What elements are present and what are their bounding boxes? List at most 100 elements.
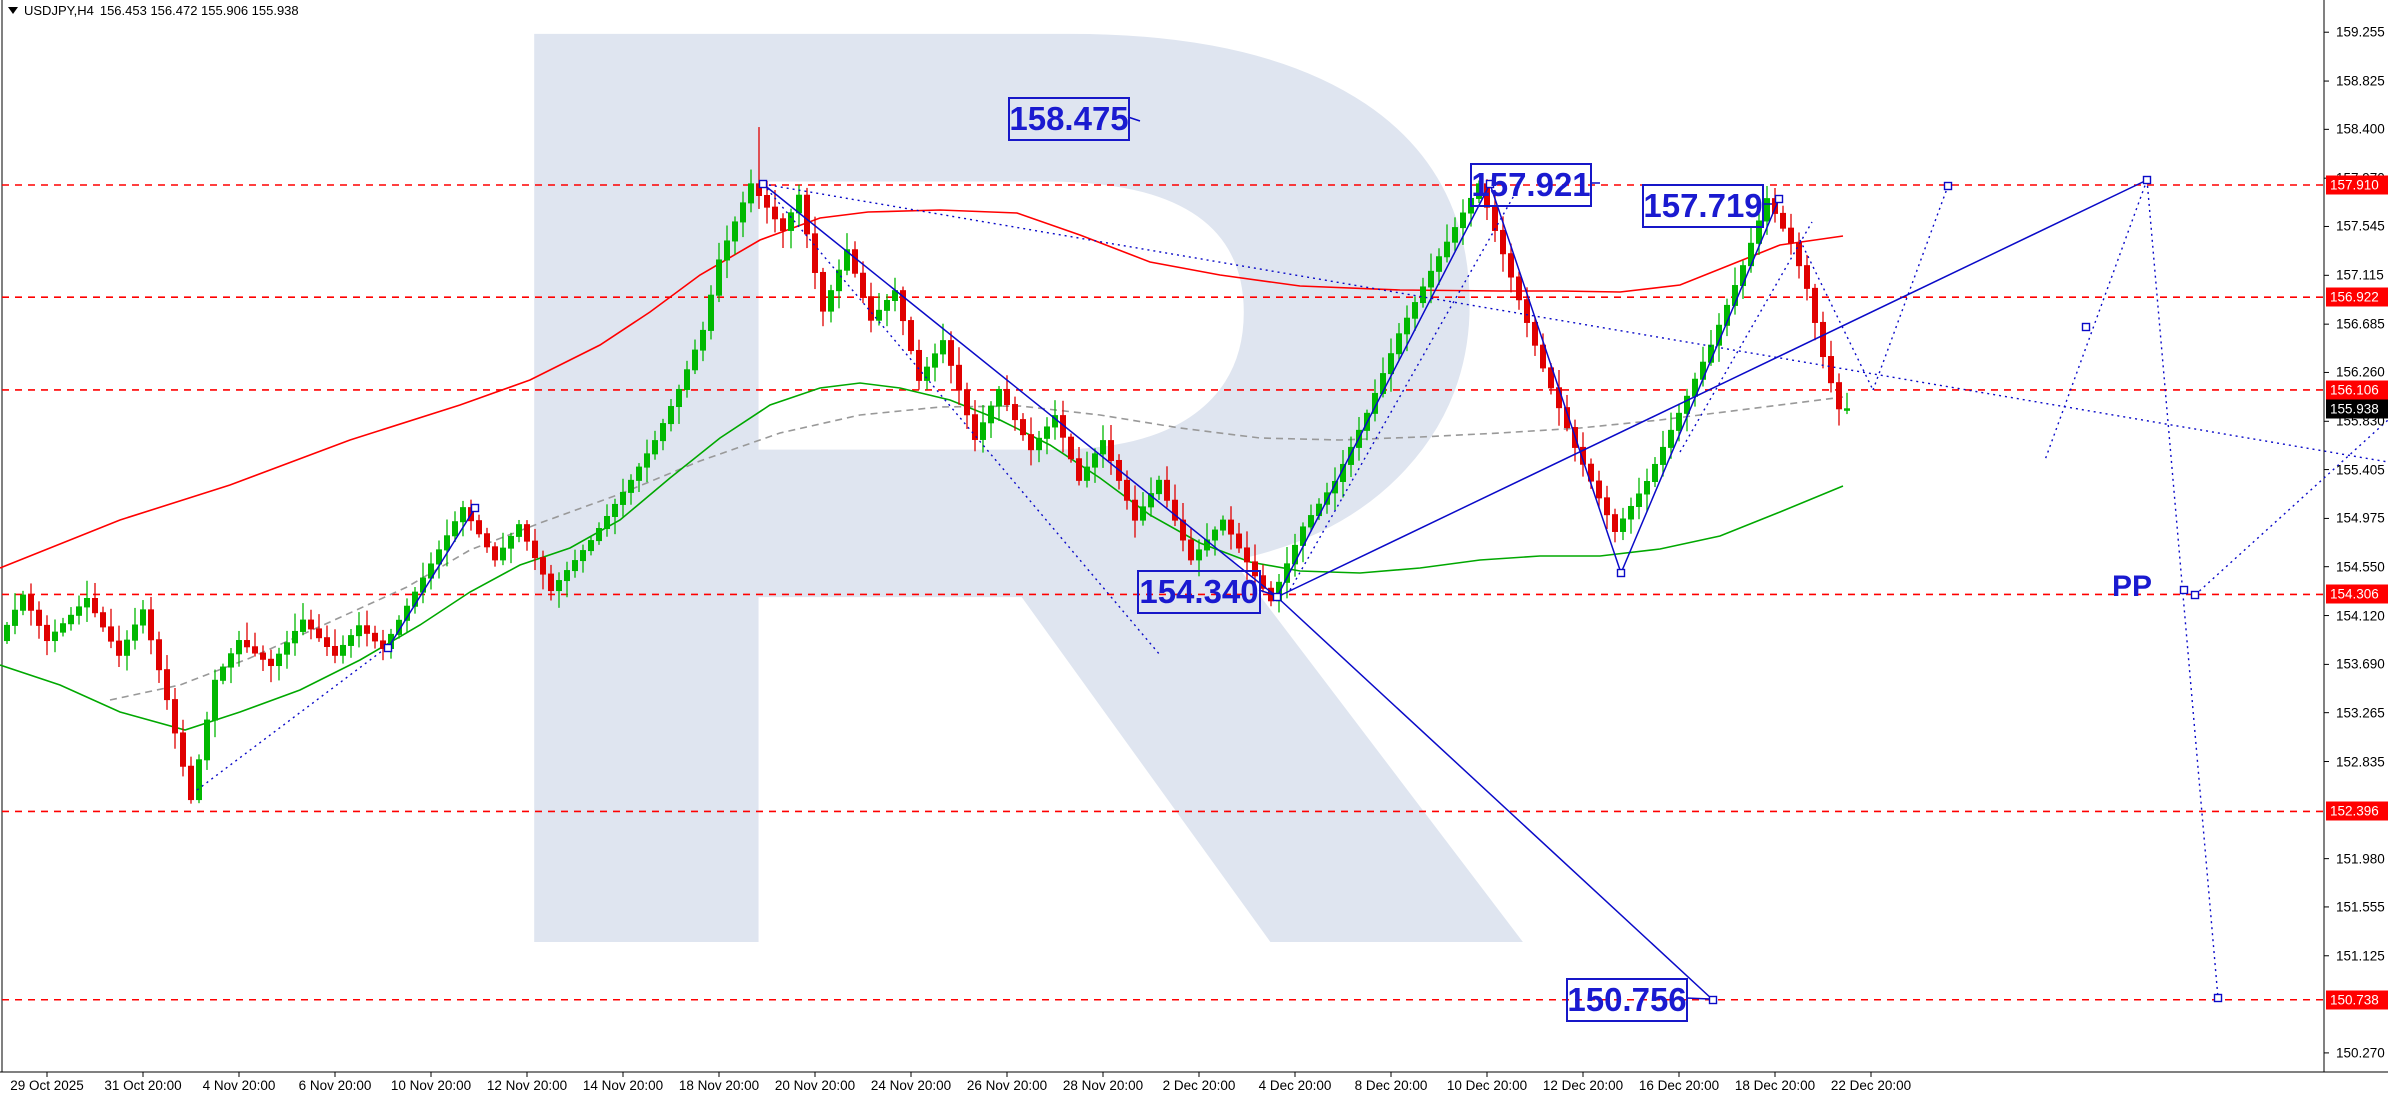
candle-body: [1348, 446, 1354, 465]
anchor-square-handle[interactable]: [470, 503, 480, 513]
candle-body: [948, 340, 954, 366]
level-price-tag: 152.396: [2326, 801, 2388, 821]
candle-body: [1012, 404, 1018, 421]
candle-body: [196, 759, 202, 801]
time-tick-label: 29 Oct 2025: [10, 1078, 84, 1093]
candle-body: [1404, 317, 1410, 335]
candle-body: [316, 628, 322, 639]
candle-body: [108, 626, 114, 642]
zigzag-trend-line[interactable]: [1489, 183, 1622, 574]
candle-body: [748, 183, 754, 204]
zigzag-trend-line[interactable]: [762, 183, 1278, 598]
projection-dotted-line[interactable]: [1679, 221, 1813, 453]
zigzag-trend-line[interactable]: [1276, 179, 2148, 598]
candle-body: [1636, 493, 1642, 507]
projection-dotted-line[interactable]: [762, 183, 1161, 656]
price-tick-label: 158.400: [2336, 121, 2385, 137]
candle-body: [1532, 321, 1538, 346]
anchor-square-handle[interactable]: [2179, 585, 2189, 595]
anchor-square-handle[interactable]: [1774, 194, 1784, 204]
projection-dotted-line[interactable]: [2044, 179, 2148, 461]
anchor-square-handle[interactable]: [2213, 993, 2223, 1003]
candle-body: [580, 550, 586, 562]
candle-body: [492, 546, 498, 561]
candle-body: [932, 353, 938, 368]
price-annotation[interactable]: 158.475: [1008, 97, 1130, 141]
projection-dotted-line[interactable]: [196, 644, 391, 791]
level-price-tag: 150.738: [2326, 990, 2388, 1010]
candle-body: [972, 414, 978, 440]
pivot-point-label[interactable]: PP: [2112, 570, 2153, 603]
zigzag-trend-line[interactable]: [1620, 198, 1780, 574]
price-annotation[interactable]: 157.719: [1642, 184, 1764, 228]
projection-dotted-line[interactable]: [2146, 179, 2219, 999]
anchor-square-handle[interactable]: [383, 643, 393, 653]
price-tick-label: 156.685: [2336, 316, 2385, 332]
projection-dotted-line[interactable]: [1289, 184, 1521, 591]
projection-dotted-line[interactable]: [1799, 239, 1874, 391]
candle-body: [1084, 466, 1090, 481]
candle-body: [332, 646, 338, 656]
price-annotation[interactable]: 150.756: [1566, 978, 1688, 1022]
candle-body: [772, 206, 778, 220]
price-tick-label: 154.975: [2336, 510, 2385, 526]
price-tick-label: 158.825: [2336, 73, 2385, 89]
candle-body: [1812, 287, 1818, 323]
zigzag-trend-line[interactable]: [387, 507, 476, 649]
price-annotation[interactable]: 154.340: [1137, 570, 1261, 614]
anchor-square-handle[interactable]: [2081, 322, 2091, 332]
candle-body: [100, 612, 106, 628]
candle-body: [132, 624, 138, 641]
candle-body: [1396, 333, 1402, 355]
candle-body: [724, 240, 730, 261]
candle-body: [1452, 227, 1458, 243]
candle-body: [284, 642, 290, 655]
candle-body: [1228, 519, 1234, 535]
candle-body: [556, 580, 562, 592]
candle-body: [84, 598, 90, 608]
price-tick-label: 151.555: [2336, 899, 2385, 915]
candle-body: [1596, 480, 1602, 499]
anchor-square-handle[interactable]: [1616, 568, 1626, 578]
candle-body: [596, 528, 602, 542]
anchor-square-handle[interactable]: [1943, 181, 1953, 191]
projection-dotted-line[interactable]: [2194, 419, 2388, 596]
zigzag-trend-line[interactable]: [1276, 183, 1491, 598]
collapse-triangle-icon[interactable]: [8, 7, 18, 14]
time-tick-label: 8 Dec 20:00: [1354, 1078, 1428, 1093]
candle-body: [636, 466, 642, 481]
candle-body: [1100, 440, 1106, 455]
zigzag-trend-line[interactable]: [1276, 596, 1714, 1001]
time-tick-label: 18 Dec 20:00: [1734, 1078, 1816, 1093]
candle-body: [796, 194, 802, 214]
anchor-square-handle[interactable]: [2190, 590, 2200, 600]
price-annotation[interactable]: 157.921: [1470, 163, 1592, 207]
candle-body: [1036, 437, 1042, 451]
anchor-square-handle[interactable]: [1708, 995, 1718, 1005]
anchor-square-handle[interactable]: [758, 179, 768, 189]
anchor-square-handle[interactable]: [1272, 592, 1282, 602]
candle-body: [812, 233, 818, 273]
candle-body: [12, 609, 18, 626]
time-tick-label: 10 Dec 20:00: [1446, 1078, 1528, 1093]
candle-body: [620, 491, 626, 505]
candle-body: [1092, 453, 1098, 468]
candle-body: [1068, 436, 1074, 460]
candle-body: [212, 679, 218, 721]
candle-body: [572, 560, 578, 572]
projection-dotted-line[interactable]: [1872, 185, 1949, 391]
anchor-square-handle[interactable]: [2142, 175, 2152, 185]
candle-body: [1564, 407, 1570, 429]
anchor-square-handle[interactable]: [1485, 179, 1495, 189]
broker-watermark: R: [430, 0, 1555, 1100]
candle-body: [20, 594, 26, 611]
price-tick-label: 150.270: [2336, 1045, 2385, 1061]
symbol-timeframe-label: USDJPY,H4: [24, 3, 94, 18]
candle-body: [1132, 499, 1138, 521]
candle-body: [924, 366, 930, 381]
candle-body: [44, 624, 50, 642]
candle-body: [1244, 547, 1250, 563]
candle-body: [1796, 242, 1802, 267]
